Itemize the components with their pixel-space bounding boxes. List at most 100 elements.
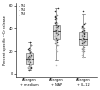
Point (30, 56, 31, 58)
Point (57, 27, 58, 28)
Point (54, 38, 56, 39)
Point (29, 63, 30, 64)
Point (56, 39, 58, 40)
Point (82, 40, 84, 42)
Point (29, 53, 31, 54)
Point (54, 42, 56, 44)
Point (56, 22, 58, 23)
Point (55, 19, 56, 20)
Point (30, 66, 31, 68)
Point (55, 40, 57, 42)
Point (28, 67, 29, 69)
Point (29, 64, 31, 65)
Point (28, 61, 29, 62)
Point (81, 48, 82, 50)
Point (27, 48, 29, 50)
Point (29, 57, 30, 59)
Point (81, 38, 83, 39)
Point (82, 25, 83, 27)
Point (84, 28, 85, 29)
Point (56, 28, 58, 29)
Point (81, 27, 83, 28)
Point (55, 24, 57, 26)
Point (81, 39, 83, 40)
Point (56, 41, 58, 43)
Point (84, 46, 85, 47)
Point (27, 56, 29, 58)
Point (30, 67, 32, 69)
Point (82, 37, 83, 38)
Point (56, 32, 58, 34)
Point (55, 27, 56, 28)
Point (55, 21, 56, 22)
Point (56, 30, 57, 31)
Point (29, 48, 31, 50)
Point (82, 36, 83, 37)
Point (82, 30, 83, 31)
Point (84, 32, 85, 34)
Point (82, 56, 83, 58)
Point (28, 58, 29, 60)
Point (84, 22, 85, 23)
Point (29, 50, 30, 52)
Point (55, 41, 57, 43)
Point (30, 45, 32, 46)
Point (30, 55, 32, 56)
Point (30, 58, 32, 60)
Point (28, 70, 30, 71)
Point (83, 33, 85, 35)
Legend: Th1, Th2, Th3: Th1, Th2, Th3 (18, 3, 26, 17)
Point (57, 45, 58, 46)
Point (57, 7, 59, 9)
Point (29, 62, 31, 63)
Point (82, 45, 84, 46)
Point (29, 64, 31, 65)
Point (56, 17, 57, 19)
Point (55, 32, 57, 34)
Point (54, 39, 56, 40)
Point (82, 35, 84, 36)
Point (55, 23, 57, 25)
Point (29, 50, 31, 52)
Point (55, 37, 57, 38)
Point (54, 36, 56, 37)
Point (81, 42, 83, 44)
Point (56, 45, 58, 46)
Point (29, 65, 30, 67)
Point (82, 31, 83, 33)
Point (84, 40, 85, 42)
Point (82, 42, 83, 44)
Point (57, 33, 58, 35)
Bar (26, 53, 33, 64)
Point (84, 23, 85, 25)
Point (28, 69, 30, 70)
Point (30, 45, 31, 46)
Point (27, 66, 29, 68)
Point (82, 41, 84, 43)
Point (83, 50, 85, 52)
Point (28, 59, 29, 61)
Point (54, 36, 56, 37)
Point (28, 50, 30, 52)
Bar (53, 25, 60, 39)
Point (30, 52, 32, 53)
Point (81, 35, 83, 36)
Point (82, 45, 84, 46)
Point (83, 30, 85, 31)
Point (56, 44, 57, 45)
Point (28, 62, 30, 63)
Point (82, 28, 83, 29)
Y-axis label: Percent specific ⁵¹Cr release: Percent specific ⁵¹Cr release (4, 15, 8, 65)
Point (28, 67, 30, 69)
Bar (79, 32, 87, 45)
Point (28, 47, 30, 48)
Point (56, 24, 58, 26)
Point (29, 48, 31, 50)
Point (54, 22, 56, 23)
Point (28, 57, 29, 59)
Point (82, 53, 84, 54)
Point (56, 37, 58, 38)
Point (84, 39, 85, 40)
Point (82, 39, 83, 40)
Point (28, 63, 29, 64)
